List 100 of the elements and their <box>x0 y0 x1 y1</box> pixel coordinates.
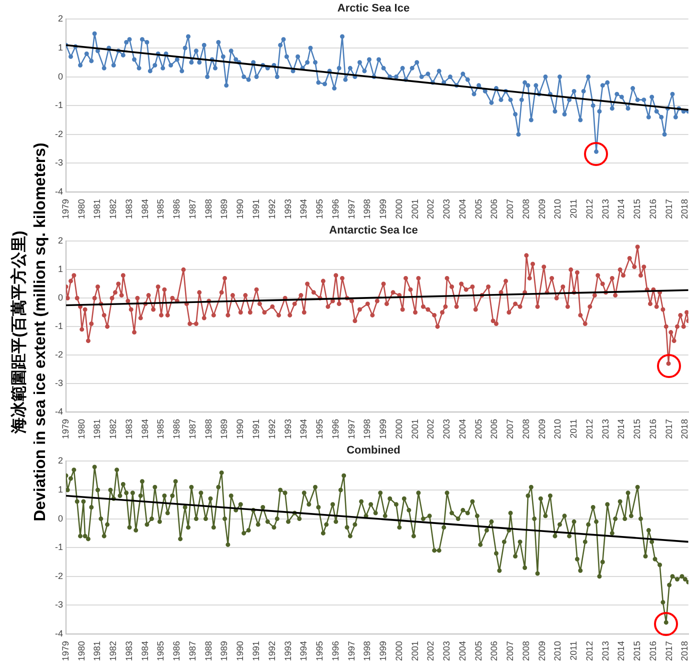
y-axis-title: 海冰範圍距平(百萬平方公里) Deviation in sea ice extent (million sq. kilometers) <box>9 142 50 522</box>
x-tick-label: 2001 <box>410 198 420 220</box>
x-tick-label: 1991 <box>251 640 261 662</box>
x-tick-label: 1989 <box>219 418 230 440</box>
x-tick-label: 2004 <box>457 418 468 440</box>
x-tick-label: 1993 <box>282 418 293 440</box>
y-tick-label: 1 <box>58 42 63 52</box>
x-tick-label: 1982 <box>108 418 118 440</box>
x-tick-label: 1998 <box>362 418 372 440</box>
x-tick-label: 2007 <box>505 418 516 440</box>
y-tick-label: 2 <box>58 14 63 24</box>
x-tick-label: 2017 <box>664 640 674 662</box>
x-tick-label: 2016 <box>648 640 658 662</box>
x-tick-label: 2015 <box>632 640 642 662</box>
x-tick-label: 2010 <box>552 640 563 662</box>
x-tick-label: 1980 <box>76 418 86 440</box>
x-tick-label: 2017 <box>664 418 674 440</box>
x-tick-label: 1979 <box>60 198 70 220</box>
y-tick-label: -3 <box>54 600 63 610</box>
x-tick-label: 2006 <box>489 640 500 662</box>
x-tick-label: 2003 <box>442 198 452 220</box>
x-tick-label: 2002 <box>426 640 436 662</box>
x-tick-label: 2006 <box>489 198 500 220</box>
y-tick-label: -4 <box>54 628 63 638</box>
x-tick-label: 1990 <box>235 640 246 662</box>
x-tick-label: 2016 <box>648 198 658 220</box>
x-tick-label: 1986 <box>172 198 182 220</box>
x-tick-label: 2013 <box>600 418 610 440</box>
x-tick-label: 1986 <box>172 640 182 662</box>
x-tick-label: 1998 <box>362 198 372 220</box>
chart-title: Arctic Sea Ice <box>337 2 410 15</box>
x-tick-label: 1996 <box>330 198 340 220</box>
y-tick-label: -1 <box>54 321 63 332</box>
x-tick-label: 1989 <box>219 640 230 662</box>
x-tick-label: 1999 <box>378 640 388 662</box>
x-tick-label: 1996 <box>330 640 340 662</box>
x-tick-label: 2005 <box>473 418 484 440</box>
x-tick-label: 2011 <box>568 418 579 438</box>
x-tick-label: 2008 <box>520 640 531 662</box>
x-tick-label: 2007 <box>505 640 516 662</box>
x-tick-label: 1983 <box>124 198 134 220</box>
y-tick-label: -2 <box>54 350 63 360</box>
x-tick-label: 1982 <box>108 198 118 220</box>
x-tick-label: 1984 <box>140 198 150 220</box>
x-tick-label: 1981 <box>92 418 102 440</box>
x-tick-label: 2009 <box>536 198 547 220</box>
y-tick-label: 1 <box>58 484 63 494</box>
x-tick-label: 1984 <box>140 418 150 440</box>
y-tick-label: -2 <box>54 570 63 581</box>
x-tick-label: 1985 <box>156 640 166 662</box>
x-tick-label: 2014 <box>616 198 626 220</box>
y-tick-label: -4 <box>54 406 63 416</box>
x-tick-label: 1994 <box>298 198 309 220</box>
x-tick-label: 1995 <box>314 640 325 662</box>
x-tick-label: 2012 <box>584 418 594 440</box>
x-tick-label: 2001 <box>410 418 420 440</box>
x-tick-label: 1985 <box>156 418 166 440</box>
x-tick-label: 2018 <box>680 640 690 662</box>
x-tick-label: 2009 <box>536 418 547 440</box>
x-tick-label: 2012 <box>584 640 594 662</box>
x-tick-label: 2014 <box>616 418 626 440</box>
x-tick-label: 2002 <box>426 198 436 220</box>
y-tick-label: -1 <box>54 100 63 110</box>
x-tick-label: 2003 <box>442 418 452 440</box>
x-tick-label: 1983 <box>124 640 134 662</box>
x-tick-label: 2003 <box>442 640 452 662</box>
x-tick-label: 2009 <box>536 640 547 662</box>
x-tick-label: 1982 <box>108 640 118 662</box>
x-tick-label: 1987 <box>187 198 198 220</box>
x-tick-label: 2018 <box>680 418 690 440</box>
x-tick-label: 1988 <box>203 640 214 662</box>
x-tick-label: 2005 <box>473 640 484 662</box>
y-tick-label: -1 <box>54 542 63 552</box>
x-tick-label: 2010 <box>552 198 563 220</box>
x-tick-label: 1980 <box>76 198 86 220</box>
x-tick-label: 1997 <box>346 198 356 220</box>
x-tick-label: 2000 <box>394 418 404 440</box>
x-tick-label: 1990 <box>235 418 246 440</box>
x-tick-label: 2015 <box>632 418 642 440</box>
x-tick-label: 2001 <box>410 640 420 662</box>
x-tick-label: 2011 <box>568 640 579 660</box>
x-tick-label: 2008 <box>520 198 531 220</box>
x-tick-label: 2000 <box>394 198 404 220</box>
x-tick-label: 2008 <box>520 418 531 440</box>
x-tick-label: 1981 <box>92 640 102 662</box>
x-tick-label: 2004 <box>457 198 468 220</box>
x-tick-label: 2013 <box>600 198 610 220</box>
x-tick-label: 2004 <box>457 640 468 662</box>
x-tick-label: 1991 <box>251 418 261 440</box>
x-tick-label: 1987 <box>187 640 198 662</box>
x-tick-label: 2007 <box>505 198 516 220</box>
y-tick-label: -2 <box>54 128 63 139</box>
x-tick-label: 1990 <box>235 198 246 220</box>
x-tick-label: 1981 <box>92 198 102 220</box>
x-tick-label: 1988 <box>203 418 214 440</box>
x-tick-label: 1994 <box>298 640 309 662</box>
x-tick-label: 1979 <box>60 418 70 440</box>
x-tick-label: 1991 <box>251 198 261 220</box>
x-tick-label: 1992 <box>266 198 277 220</box>
x-tick-label: 2018 <box>680 198 690 220</box>
